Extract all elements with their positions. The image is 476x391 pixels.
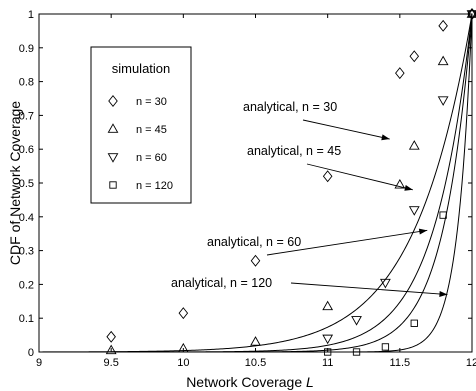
y-axis-title: CDF of Network Coverage [7, 101, 23, 265]
annotations: analytical, n = 30 analytical, n = 45 anal… [171, 100, 448, 297]
annotation-arrow [302, 119, 390, 140]
y-tick-label: 0.1 [19, 313, 34, 325]
y-tick-label: 0.7 [19, 110, 34, 122]
y-tick-label: 0.9 [19, 43, 34, 55]
x-tick-label: 9.5 [104, 357, 119, 369]
annotation-arrow [290, 282, 448, 295]
legend-label: n = 30 [136, 96, 167, 108]
y-tick-label: 0.4 [19, 212, 34, 224]
annotation-label: analytical, n = 120 [171, 276, 272, 290]
legend-marker [107, 123, 119, 133]
data-point-n45 [437, 55, 449, 66]
data-point-n45 [105, 344, 117, 355]
axes: 9 9.5 10 10.5 11 11.5 12 0 0.1 0.2 0.3 0.4 0.5 0.6 0.7… [19, 9, 476, 369]
annotation-arrow [306, 163, 413, 191]
legend-label: n = 60 [136, 152, 167, 164]
legend-marker [109, 181, 117, 189]
data-point-n45 [408, 140, 420, 150]
y-tick-label: 0 [28, 347, 34, 359]
data-point-n30 [178, 307, 189, 320]
data-point-n120 [410, 319, 418, 327]
x-tick-label: 11 [322, 357, 333, 369]
x-tick-label: 10.5 [245, 357, 266, 369]
data-point-n45 [322, 300, 334, 311]
data-point-n60 [380, 278, 391, 289]
data-point-n30 [106, 330, 116, 343]
legend-box [90, 46, 192, 204]
y-tick-label: 0.6 [19, 144, 34, 156]
legend-marker [108, 95, 118, 107]
annotation-arrowhead [439, 290, 448, 297]
data-point-n45 [394, 178, 406, 189]
data-point-n60 [322, 334, 334, 345]
x-tick-label: 10 [177, 357, 189, 369]
annotation-label: analytical, n = 45 [247, 144, 341, 158]
data-point-n120 [439, 211, 447, 219]
data-point-n30 [395, 67, 405, 80]
y-tick-label: 0.2 [19, 279, 34, 291]
y-tick-label: 1 [28, 9, 34, 21]
data-point-n30 [438, 19, 448, 32]
data-point-n45 [250, 336, 261, 346]
annotation-arrowhead [381, 134, 390, 141]
annotation-arrow [266, 229, 428, 256]
legend-label: n = 45 [136, 124, 167, 136]
data-point-n120 [381, 343, 390, 351]
data-point-n60 [351, 316, 362, 326]
data-point-n60 [437, 96, 449, 106]
data-point-n30 [250, 254, 261, 267]
legend: simulation n = 30 n = 45 n = 60 n = 120 [90, 46, 192, 204]
legend-title: simulation [112, 61, 171, 76]
annotation-arrowhead [418, 228, 428, 235]
x-tick-label: 9 [36, 357, 42, 369]
x-tick-label: 11.5 [390, 357, 411, 369]
y-tick-label: 0.8 [19, 77, 34, 89]
y-tick-label: 0.5 [19, 178, 34, 190]
data-point-n30 [322, 170, 333, 183]
data-point-n30 [409, 50, 420, 63]
x-tick-label: 12 [466, 357, 476, 369]
legend-label: n = 120 [136, 180, 173, 192]
annotation-label: analytical, n = 60 [207, 235, 301, 249]
legend-marker [107, 153, 119, 163]
x-axis-title: Network Coverage L [186, 374, 314, 390]
y-tick-label: 0.3 [19, 246, 34, 258]
annotation-label: analytical, n = 30 [243, 100, 337, 114]
annotation-arrowhead [404, 184, 413, 191]
data-point-n60 [408, 206, 420, 216]
